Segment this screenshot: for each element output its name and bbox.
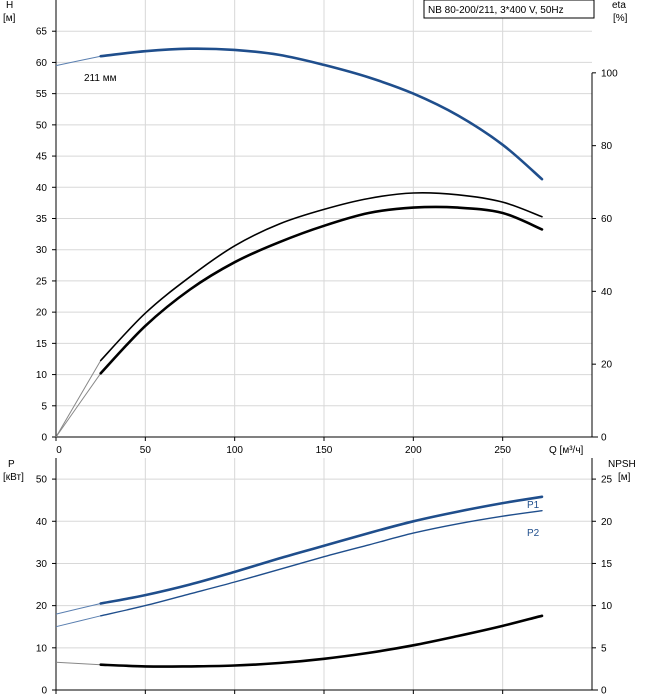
x-axis-label: Q [м³/ч]: [549, 445, 584, 456]
chart-title: NB 80-200/211, 3*400 V, 50Hz: [428, 5, 564, 16]
bottom-right-tick-label: 20: [601, 517, 613, 528]
bottom-series-2-line: [99, 614, 544, 668]
top-series-2-line: [99, 205, 544, 375]
top-left-tick-label: 60: [36, 58, 48, 69]
top-left-tick-label: 40: [36, 183, 48, 194]
bottom-left-tick-label: 30: [36, 559, 48, 570]
top-left-tick-label: 50: [36, 120, 48, 131]
bottom-series-2-extension: [55, 661, 101, 666]
title-box: [423, 0, 595, 19]
npsh-axis-unit: [м]: [618, 472, 631, 483]
power-npsh-panel: 0 10 20 30 40 50 0 5 10 15 20 25 P [кВт] NPSH [м] P…: [3, 458, 636, 697]
bottom-left-tick-label: 20: [36, 601, 48, 612]
top-series: [55, 47, 544, 438]
head-efficiency-panel: 0 5 10 15 20 25 30 35 40 45 50 55 60 65 0 20 40 60 80 100 0 5…: [3, 0, 628, 456]
bottom-right-tick-label: 25: [601, 475, 613, 486]
bottom-axes: 0 10 20 30 40 50 0 5 10 15 20 25: [36, 458, 613, 697]
bottom-series-0-extension: [55, 603, 101, 615]
top-right-tick-label: 60: [601, 214, 613, 225]
bottom-left-tick-label: 10: [36, 643, 48, 654]
top-series-1-line: [99, 192, 543, 362]
top-series-2-extension: [55, 373, 102, 438]
top-left-tick-label: 55: [36, 89, 48, 100]
bottom-right-tick-label: 0: [601, 686, 607, 697]
bottom-series-1-line: [100, 510, 543, 617]
top-left-tick-label: 0: [41, 433, 47, 444]
series-label-p2: P2: [527, 528, 540, 539]
top-right-tick-label: 100: [601, 68, 618, 79]
bottom-right-tick-label: 15: [601, 559, 613, 570]
eta-axis-label: eta: [612, 0, 626, 11]
eta-axis-unit: [%]: [613, 13, 628, 24]
top-x-tick-label: 0: [56, 445, 62, 456]
top-left-tick-label: 5: [41, 401, 47, 412]
npsh-axis-label: NPSH: [608, 459, 636, 470]
h-axis-unit: [м]: [3, 13, 16, 24]
bottom-series-1-extension: [55, 615, 101, 628]
top-left-tick-label: 65: [36, 27, 48, 38]
top-left-tick-label: 10: [36, 370, 48, 381]
top-series-0-line: [99, 47, 544, 181]
top-left-tick-label: 30: [36, 245, 48, 256]
bottom-right-tick-label: 10: [601, 601, 613, 612]
top-x-tick-label: 150: [316, 445, 333, 456]
bottom-left-tick-label: 40: [36, 517, 48, 528]
top-series-1-extension: [55, 360, 102, 438]
series-label-p1: P1: [527, 500, 540, 511]
top-left-tick-label: 15: [36, 339, 48, 350]
top-right-tick-label: 0: [601, 433, 607, 444]
top-right-tick-label: 80: [601, 141, 613, 152]
bottom-left-tick-label: 0: [41, 686, 47, 697]
top-axes: 0 5 10 15 20 25 30 35 40 45 50 55 60 65 0 20 40 60 80 100 0 5…: [36, 0, 618, 456]
bottom-grid: [56, 458, 592, 690]
h-axis-label: H: [6, 0, 13, 11]
top-left-tick-label: 35: [36, 214, 48, 225]
top-left-tick-label: 25: [36, 276, 48, 287]
bottom-right-tick-label: 5: [601, 643, 607, 654]
top-series-0-extension: [55, 55, 101, 67]
p-axis-label: P: [8, 459, 15, 470]
top-x-tick-label: 200: [405, 445, 422, 456]
bottom-left-tick-label: 50: [36, 475, 48, 486]
top-x-tick-label: 250: [494, 445, 511, 456]
p-axis-unit: [кВт]: [3, 472, 24, 483]
top-x-tick-label: 50: [140, 445, 152, 456]
bottom-series: [55, 495, 544, 668]
top-left-tick-label: 20: [36, 308, 48, 319]
top-right-tick-label: 20: [601, 360, 613, 371]
top-left-tick-label: 45: [36, 152, 48, 163]
series-label-211mm: 211 мм: [84, 73, 117, 84]
top-right-tick-label: 40: [601, 287, 613, 298]
top-x-tick-label: 100: [226, 445, 243, 456]
bottom-series-0-line: [99, 495, 544, 605]
top-grid: [56, 0, 592, 437]
